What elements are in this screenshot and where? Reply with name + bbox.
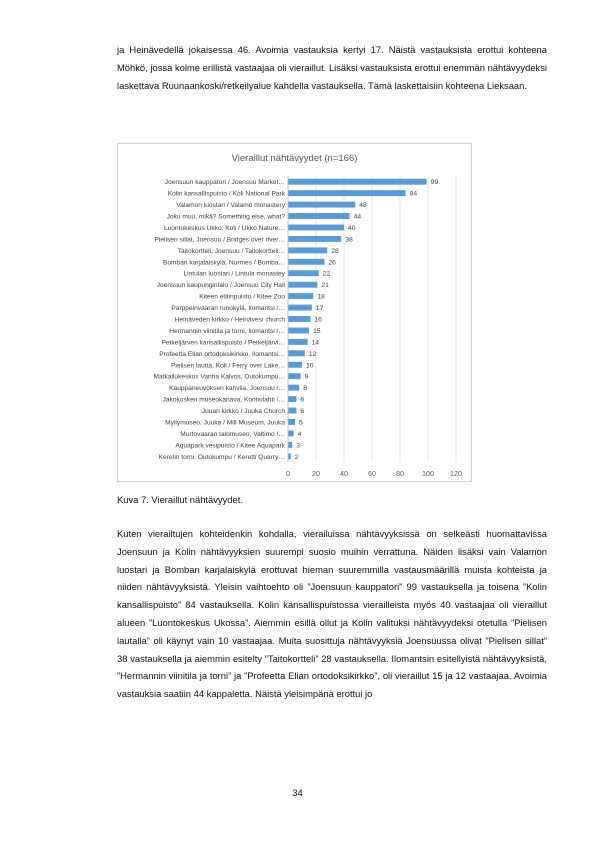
data-label: 44 [354, 214, 362, 221]
category-label: Murtovaaran talomuseo, Valtimo /… [180, 431, 285, 438]
category-label: Kolin kansallispuisto / Koli National Pa… [168, 191, 286, 198]
bar [288, 304, 312, 311]
bar [288, 178, 427, 185]
category-label: Pielisen lautta, Koli / Ferry over Lake… [171, 362, 285, 369]
bar [288, 350, 305, 357]
bar [288, 201, 356, 208]
category-label: Joku muu, mikä? Something else, what? [167, 214, 286, 221]
data-label: 48 [359, 202, 367, 209]
category-label: Joensuun kaupungintalo / Joensuu City Ha… [157, 282, 286, 289]
bar [288, 384, 300, 391]
bar [288, 224, 344, 231]
category-label: Parppeinvaaran runokylä, Ilomantsi /… [171, 305, 285, 312]
category-label: Bomban karjalaiskylä, Nurmes / Bomba… [163, 259, 285, 266]
intro-paragraph: ja Heinävedellä jokaisessa 46. Avoimia v… [117, 44, 547, 91]
data-label: 22 [323, 271, 331, 278]
category-label: Joensuun kauppatori / Joensuu Market… [165, 179, 285, 186]
x-tick-label: 60 [368, 469, 376, 478]
data-label: 4 [298, 431, 302, 438]
bar [288, 338, 308, 345]
x-tick-label: 20 [312, 469, 320, 478]
category-label: Heinäveden kirkko / Heinävesi church [175, 317, 286, 324]
data-label: 18 [317, 294, 325, 301]
category-label: Valamon luostari / Valamo monastery [176, 202, 285, 209]
category-label: Kiteen eläinpuisto / Kitee Zoo [199, 294, 285, 301]
data-label: 6 [300, 397, 304, 404]
x-tick-label: 40 [340, 469, 348, 478]
x-tick-label: 100 [422, 469, 434, 478]
bar [288, 213, 350, 220]
bar [288, 407, 297, 414]
bar [288, 327, 309, 334]
category-label: Aquapark vesipuisto / Kitee Aquapark [175, 442, 285, 449]
bar [288, 235, 342, 242]
bar [288, 373, 301, 380]
category-label: Profeetta Elian ortodoksikirkko, Ilomant… [159, 351, 285, 358]
data-label: 9 [305, 374, 309, 381]
bar [288, 361, 302, 368]
x-tick-label: 0 [286, 469, 290, 478]
category-label: Keretin torni, Outokumpu / Keretti Quarr… [159, 454, 285, 461]
data-label: 40 [348, 225, 356, 232]
category-label: Pielisen sillat, Joensuu / Bridges over … [155, 236, 285, 243]
bar [288, 190, 406, 197]
data-label: 28 [331, 248, 339, 255]
data-label: 3 [296, 442, 300, 449]
bar [288, 441, 293, 448]
data-label: 99 [431, 179, 439, 186]
bar [288, 316, 311, 322]
data-label: 17 [316, 305, 324, 312]
bar [288, 293, 314, 300]
category-label: Juuan kirkko / Juuka Church [202, 408, 286, 415]
category-label: Petkeljärven kansallispuisto / Petkeljär… [161, 339, 285, 346]
bar [288, 247, 328, 254]
category-label: Jakokosken museokanava, Kontiolahti /… [163, 397, 285, 404]
bar [288, 396, 297, 403]
data-label: 38 [345, 236, 353, 243]
category-label: Taitokortteli, Joensuu / Taitokortteli… [178, 248, 285, 255]
bar [288, 430, 294, 437]
data-label: 14 [312, 339, 320, 346]
bar [288, 258, 325, 265]
data-label: 21 [321, 282, 329, 289]
data-label: 26 [328, 259, 336, 266]
data-label: 15 [313, 328, 321, 335]
category-label: Hermannin viinitila ja torni, Ilomantsi … [169, 328, 285, 335]
data-label: 5 [299, 419, 303, 426]
x-tick-label: 80 [396, 469, 404, 478]
figure-caption: Kuva 7. Vieraillut nähtävyydet. [117, 494, 243, 505]
data-label: 16 [314, 317, 322, 324]
category-label: Luontokeskus Ukko, Koli / Ukko Nature… [164, 225, 285, 232]
category-label: Kauppaneuvoksen kahvila, Joensuu /… [169, 385, 285, 392]
category-label: Matkailukeskus Vanha Kaivos, Outokumpu… [154, 374, 285, 381]
data-label: 84 [410, 191, 418, 198]
x-tick-label: 120 [450, 469, 462, 478]
chart-plot: 0 20 40 60 80 100 120 Joensuun kauppatori / Joe… [154, 176, 462, 478]
category-label: Myllymuseo, Juuka / Mill Museum, Juuka [165, 419, 285, 426]
bar [288, 453, 291, 460]
page-number: 34 [292, 787, 303, 798]
bar [288, 270, 319, 277]
analysis-paragraph: Kuten vierailtujen kohteidenkin kohdalla… [117, 528, 547, 700]
data-label: 8 [303, 385, 307, 392]
chart-title: Vieraillut nähtävyydet (n=166) [231, 153, 358, 164]
bar [288, 281, 318, 288]
bar [288, 418, 295, 425]
data-label: 10 [306, 362, 314, 369]
attractions-chart: Vieraillut nähtävyydet (n=166) 0 20 40 60 80… [117, 143, 472, 482]
category-label: Lintulan luostari / Lintula monastey [183, 271, 285, 278]
data-label: 12 [309, 351, 317, 358]
data-label: 2 [295, 454, 299, 461]
data-label: 6 [300, 408, 304, 415]
